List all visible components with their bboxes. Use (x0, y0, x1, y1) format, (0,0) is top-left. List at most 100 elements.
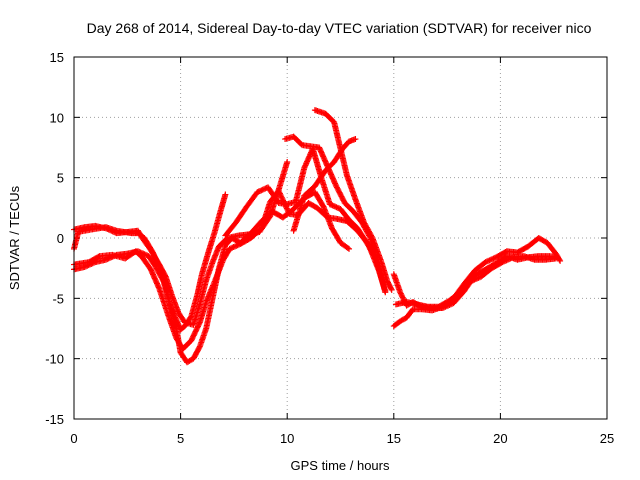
data-point (490, 255, 497, 262)
y-tick-label: 10 (50, 110, 64, 125)
y-tick-label: -15 (45, 412, 64, 427)
data-point (486, 257, 493, 264)
data-point (468, 277, 475, 284)
data-point (196, 320, 203, 327)
data-point (276, 189, 283, 196)
x-tick-label: 25 (600, 431, 614, 446)
data-point (485, 257, 492, 264)
y-tick-label: -5 (52, 291, 64, 306)
x-axis-label: GPS time / hours (291, 458, 390, 473)
data-point (467, 278, 474, 285)
data-point (326, 201, 333, 208)
data-point (110, 228, 117, 235)
data-point (230, 244, 237, 251)
data-point (556, 256, 563, 263)
data-point (108, 227, 115, 234)
data-point (277, 191, 284, 198)
data-point (258, 187, 265, 194)
data-point (504, 256, 511, 263)
data-point (234, 242, 241, 249)
data-point (557, 257, 564, 264)
data-point (503, 257, 510, 264)
data-point (233, 242, 240, 249)
data-point (284, 158, 291, 165)
data-point (276, 190, 283, 197)
x-tick-label: 20 (493, 431, 507, 446)
data-point (334, 204, 341, 211)
data-point (489, 256, 496, 263)
data-point (106, 227, 113, 234)
data-point (397, 289, 404, 296)
y-tick-label: 5 (57, 171, 64, 186)
data-point (257, 187, 264, 194)
data-point (142, 251, 149, 258)
data-point (500, 258, 507, 265)
chart-title: Day 268 of 2014, Sidereal Day-to-day VTE… (87, 20, 592, 36)
data-point (330, 203, 337, 210)
data-point (388, 285, 395, 292)
series-arc-h (290, 136, 359, 234)
y-axis-label: SDTVAR / TECUs (7, 185, 22, 290)
data-point (159, 277, 166, 284)
series-arc-g (311, 107, 395, 293)
data-point (109, 228, 116, 235)
data-point (104, 225, 111, 232)
data-point (255, 188, 262, 195)
data-point (474, 275, 481, 282)
data-point (275, 187, 282, 194)
data-point (105, 226, 112, 233)
data-point (285, 208, 292, 215)
data-point (346, 245, 353, 252)
data-point (226, 245, 233, 252)
y-tick-label: 15 (50, 50, 64, 65)
data-point (278, 193, 285, 200)
data-point (508, 254, 515, 261)
data-point (483, 258, 490, 265)
tick-labels: 0 5 10 15 20 25 -15 -10 -5 0 5 10 15 (45, 50, 614, 446)
series-arc-d (71, 187, 389, 353)
data-point (95, 253, 102, 260)
data-point (229, 244, 236, 251)
data-point (284, 206, 291, 213)
data-point (388, 286, 395, 293)
data-point (502, 257, 509, 264)
data-point (231, 243, 238, 250)
x-tick-label: 10 (280, 431, 294, 446)
data-point (499, 259, 506, 266)
data-point (507, 255, 514, 262)
data-point (399, 294, 406, 301)
data-points (71, 107, 564, 366)
data-point (487, 256, 494, 263)
data-point (227, 245, 234, 252)
series-arc-k (392, 253, 559, 310)
data-point (333, 204, 340, 211)
data-point (328, 201, 335, 208)
data-point (475, 274, 482, 281)
data-point (259, 186, 266, 193)
data-point (104, 256, 111, 263)
data-point (102, 225, 109, 232)
data-point (102, 256, 109, 263)
data-point (471, 276, 478, 283)
data-point (470, 277, 477, 284)
data-point (398, 291, 405, 298)
data-point (352, 136, 359, 143)
data-point (254, 189, 261, 196)
data-point (506, 256, 513, 263)
data-point (344, 244, 351, 251)
data-point (187, 314, 194, 321)
x-tick-label: 5 (177, 431, 184, 446)
data-point (261, 186, 268, 193)
data-point (222, 191, 229, 198)
data-point (368, 233, 375, 240)
data-point (332, 203, 339, 210)
data-point (382, 289, 389, 296)
data-point (278, 194, 285, 201)
x-tick-label: 0 (70, 431, 77, 446)
y-tick-label: 0 (57, 231, 64, 246)
data-point (399, 293, 406, 300)
data-point (552, 255, 559, 262)
y-tick-label: -10 (45, 352, 64, 367)
series-arc-f (282, 133, 389, 296)
